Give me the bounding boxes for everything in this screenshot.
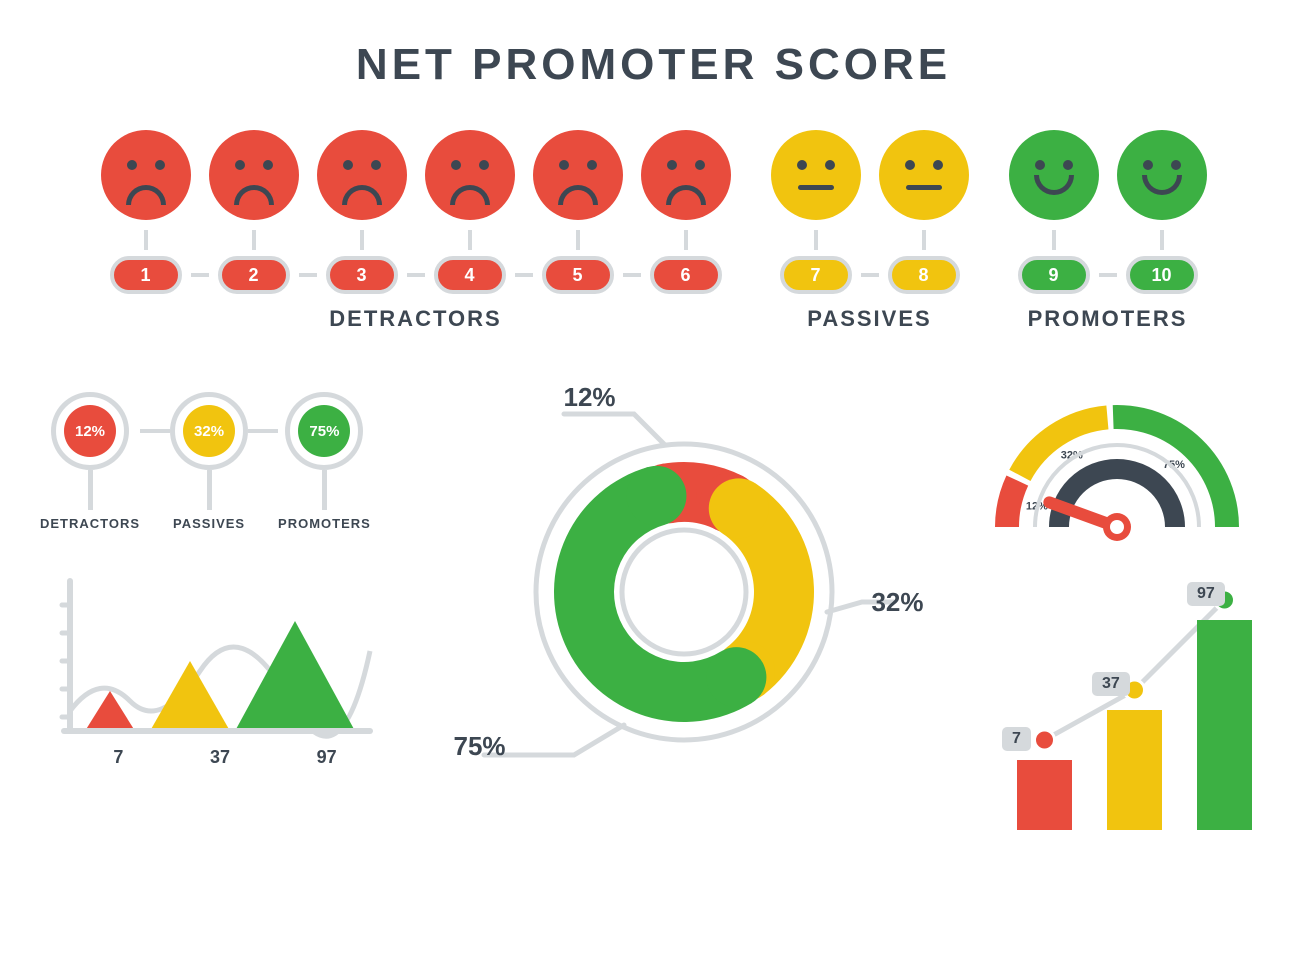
score-pill: 10 — [1126, 256, 1198, 294]
area-chart-svg — [40, 571, 380, 741]
page-title: NET PROMOTER SCORE — [40, 40, 1267, 90]
pin-label: PASSIVES — [173, 516, 245, 531]
donut-chart: 12% 32% 75% — [474, 392, 894, 772]
nps-scale: 1 2 3 4 5 6 DETRACTORS 7 8 PASSIVES — [40, 130, 1267, 332]
area-x-labels: 7 37 97 — [40, 747, 380, 768]
triangle-area-chart: 7 37 97 — [40, 571, 380, 771]
pin-label: DETRACTORS — [40, 516, 140, 531]
pin-promoters: 75% PROMOTERS — [278, 392, 371, 531]
neutral-face-icon — [771, 130, 861, 220]
score-pill: 6 — [650, 256, 722, 294]
sad-face-icon — [209, 130, 299, 220]
score-pill: 5 — [542, 256, 614, 294]
pin-passives: 32% PASSIVES — [170, 392, 248, 531]
passive-pills: 7 8 — [771, 256, 969, 294]
bar-svg — [987, 572, 1267, 832]
passive-faces — [771, 130, 969, 220]
percent-pins: 12% DETRACTORS 32% PASSIVES 75% PROMOTER… — [40, 392, 380, 531]
promoters-label: PROMOTERS — [1028, 306, 1188, 332]
area-label: 97 — [317, 747, 337, 768]
passives-label: PASSIVES — [807, 306, 931, 332]
score-pill: 7 — [780, 256, 852, 294]
bar-badge: 7 — [1002, 727, 1031, 751]
neutral-face-icon — [879, 130, 969, 220]
score-pill: 1 — [110, 256, 182, 294]
score-pill: 3 — [326, 256, 398, 294]
bar-badge: 97 — [1187, 582, 1225, 606]
passives-group: 7 8 PASSIVES — [771, 130, 969, 332]
bar-badge: 37 — [1092, 672, 1130, 696]
promoter-faces — [1009, 130, 1207, 220]
detractors-group: 1 2 3 4 5 6 DETRACTORS — [101, 130, 731, 332]
score-pill: 8 — [888, 256, 960, 294]
pin-label: PROMOTERS — [278, 516, 371, 531]
happy-face-icon — [1117, 130, 1207, 220]
promoters-group: 9 10 PROMOTERS — [1009, 130, 1207, 332]
pin-value: 32% — [183, 405, 235, 457]
promoter-pills: 9 10 — [1009, 256, 1207, 294]
detractor-pills: 1 2 3 4 5 6 — [101, 256, 731, 294]
connectors — [101, 230, 731, 250]
pin-detractors: 12% DETRACTORS — [40, 392, 140, 531]
donut-label-bottom: 75% — [454, 731, 506, 762]
sad-face-icon — [425, 130, 515, 220]
pin-value: 12% — [64, 405, 116, 457]
score-pill: 4 — [434, 256, 506, 294]
donut-svg — [474, 392, 894, 772]
sad-face-icon — [317, 130, 407, 220]
detractors-label: DETRACTORS — [329, 306, 501, 332]
right-column: 12%32%75% 7 37 97 — [987, 392, 1267, 832]
donut-label-top: 12% — [564, 382, 616, 413]
score-pill: 9 — [1018, 256, 1090, 294]
sad-face-icon — [533, 130, 623, 220]
sad-face-icon — [101, 130, 191, 220]
charts-section: 12% DETRACTORS 32% PASSIVES 75% PROMOTER… — [40, 392, 1267, 832]
area-label: 37 — [210, 747, 230, 768]
bar-line-chart: 7 37 97 — [987, 572, 1267, 832]
detractor-faces — [101, 130, 731, 220]
gauge-svg: 12%32%75% — [987, 392, 1247, 542]
gauge-chart: 12%32%75% — [987, 392, 1247, 532]
area-label: 7 — [113, 747, 123, 768]
donut-label-right: 32% — [871, 587, 923, 618]
connectors — [771, 230, 969, 250]
happy-face-icon — [1009, 130, 1099, 220]
left-column: 12% DETRACTORS 32% PASSIVES 75% PROMOTER… — [40, 392, 380, 832]
connectors — [1009, 230, 1207, 250]
sad-face-icon — [641, 130, 731, 220]
score-pill: 2 — [218, 256, 290, 294]
pin-value: 75% — [298, 405, 350, 457]
